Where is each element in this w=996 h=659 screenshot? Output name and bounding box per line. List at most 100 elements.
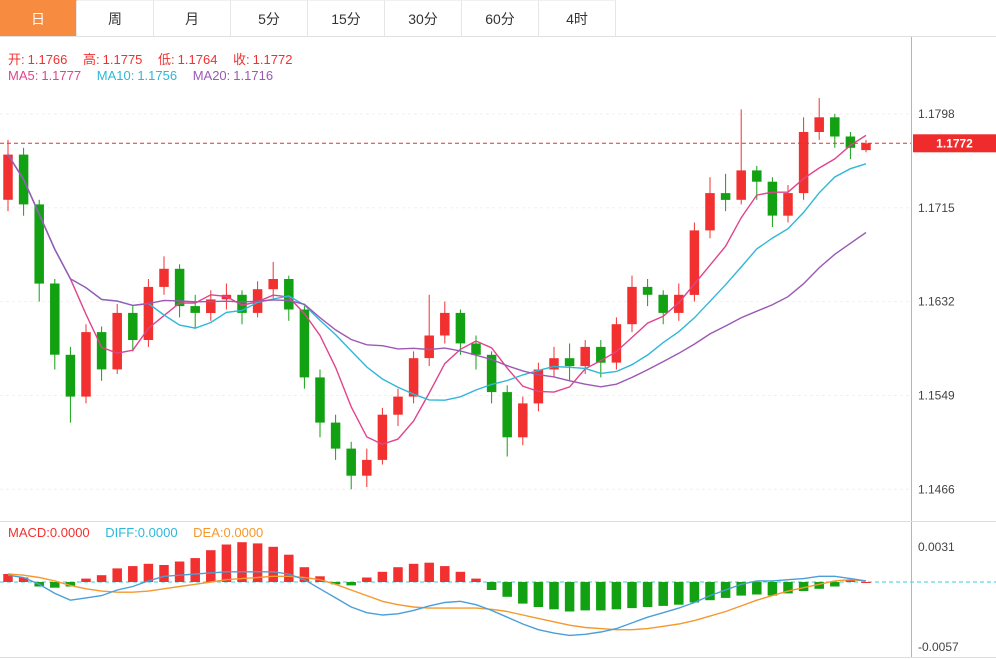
tab-4hour[interactable]: 4时: [539, 0, 616, 36]
macd-bar[interactable]: [767, 582, 778, 596]
macd-bar[interactable]: [627, 582, 637, 609]
macd-bar[interactable]: [237, 542, 247, 582]
macd-bar[interactable]: [377, 571, 388, 582]
candle[interactable]: [564, 343, 575, 381]
macd-bar[interactable]: [252, 543, 263, 582]
macd-bar[interactable]: [408, 563, 419, 582]
macd-bar[interactable]: [284, 554, 294, 582]
macd-bar[interactable]: [564, 582, 575, 612]
macd-bar[interactable]: [268, 546, 278, 582]
candle[interactable]: [393, 388, 403, 426]
candle[interactable]: [174, 264, 185, 318]
candle[interactable]: [159, 256, 169, 295]
candle[interactable]: [627, 275, 637, 333]
macd-bar[interactable]: [798, 582, 809, 592]
tab-month[interactable]: 月: [154, 0, 231, 36]
macd-bar[interactable]: [861, 582, 871, 583]
candle[interactable]: [736, 109, 746, 205]
macd-bar[interactable]: [471, 578, 481, 582]
candle[interactable]: [299, 306, 310, 389]
candle[interactable]: [596, 340, 606, 378]
macd-bar[interactable]: [81, 578, 91, 582]
candle[interactable]: [814, 98, 824, 140]
candle[interactable]: [18, 147, 29, 216]
candle[interactable]: [96, 326, 107, 381]
macd-bar[interactable]: [830, 582, 840, 587]
macd-bar[interactable]: [580, 582, 590, 611]
candle[interactable]: [346, 441, 356, 490]
candle[interactable]: [502, 385, 512, 457]
macd-bar[interactable]: [752, 582, 762, 595]
candle[interactable]: [3, 139, 13, 212]
candle[interactable]: [362, 448, 372, 488]
main-chart[interactable]: 1.1798 1.1715 1.1632 1.1549 1.1466 1.1772: [0, 37, 996, 521]
candle[interactable]: [658, 290, 668, 325]
macd-bar[interactable]: [549, 582, 559, 610]
macd-bar[interactable]: [174, 561, 185, 583]
macd-bar[interactable]: [3, 574, 13, 582]
candle[interactable]: [268, 262, 278, 299]
macd-bar[interactable]: [658, 582, 668, 606]
candle[interactable]: [752, 165, 762, 200]
macd-bar[interactable]: [128, 566, 138, 582]
candle[interactable]: [720, 173, 731, 212]
macd-bar[interactable]: [299, 567, 310, 582]
candle[interactable]: [798, 117, 809, 200]
macd-bar[interactable]: [596, 582, 606, 611]
macd-bar[interactable]: [502, 582, 512, 597]
candle[interactable]: [424, 294, 434, 367]
candle[interactable]: [284, 275, 294, 321]
macd-bar[interactable]: [533, 582, 544, 607]
macd-bar[interactable]: [330, 582, 341, 585]
candle[interactable]: [190, 294, 200, 329]
candle[interactable]: [642, 279, 653, 307]
candle[interactable]: [112, 303, 122, 374]
candle[interactable]: [455, 309, 466, 355]
candle[interactable]: [689, 222, 700, 302]
candle[interactable]: [237, 290, 247, 325]
macd-bar[interactable]: [674, 582, 684, 605]
macd-bar[interactable]: [221, 544, 232, 583]
macd-bar[interactable]: [424, 562, 434, 582]
macd-bar[interactable]: [705, 582, 715, 601]
candle[interactable]: [440, 301, 450, 344]
tab-30min[interactable]: 30分: [385, 0, 462, 36]
tab-day[interactable]: 日: [0, 0, 77, 36]
macd-bar[interactable]: [689, 582, 700, 603]
tab-60min[interactable]: 60分: [462, 0, 539, 36]
macd-bar[interactable]: [362, 577, 372, 583]
macd-bar[interactable]: [18, 577, 29, 583]
macd-bar[interactable]: [814, 582, 824, 589]
candle[interactable]: [50, 279, 60, 370]
candle[interactable]: [65, 346, 76, 423]
candle[interactable]: [549, 346, 559, 378]
candle[interactable]: [783, 185, 793, 223]
candle[interactable]: [128, 306, 138, 352]
candle[interactable]: [861, 139, 871, 153]
macd-chart[interactable]: 0.0031 -0.0057: [0, 522, 996, 657]
macd-bar[interactable]: [112, 568, 122, 582]
macd-bar[interactable]: [206, 550, 216, 582]
candle[interactable]: [767, 177, 778, 227]
macd-bar[interactable]: [143, 563, 154, 582]
candle[interactable]: [252, 281, 263, 318]
macd-bar[interactable]: [736, 582, 746, 596]
macd-bar[interactable]: [455, 571, 466, 582]
macd-bar[interactable]: [159, 565, 169, 582]
candle[interactable]: [81, 324, 91, 404]
candle[interactable]: [830, 113, 840, 148]
tab-week[interactable]: 周: [77, 0, 154, 36]
candle[interactable]: [143, 279, 154, 347]
candle[interactable]: [705, 177, 715, 239]
macd-bar[interactable]: [65, 582, 76, 587]
macd-bar[interactable]: [518, 582, 528, 604]
macd-bar[interactable]: [96, 575, 107, 582]
candle[interactable]: [611, 317, 622, 370]
macd-bar[interactable]: [611, 582, 622, 610]
tab-15min[interactable]: 15分: [308, 0, 385, 36]
macd-bar[interactable]: [440, 566, 450, 582]
macd-bar[interactable]: [393, 567, 403, 582]
candle[interactable]: [34, 199, 44, 302]
candle[interactable]: [330, 414, 341, 460]
macd-bar[interactable]: [486, 582, 497, 590]
